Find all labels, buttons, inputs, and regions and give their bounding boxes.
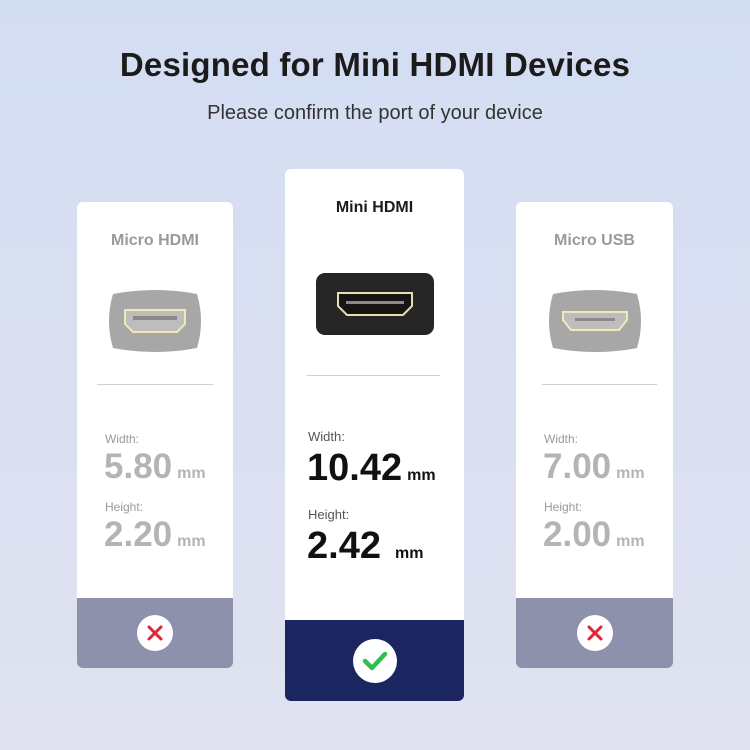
x-icon	[137, 615, 173, 651]
status-band	[285, 620, 464, 701]
card-micro-hdmi: Micro HDMI Width: 5.80 mm Height: 2.20 mm	[77, 202, 233, 668]
height-value: 2.20 mm	[104, 515, 206, 554]
height-label: Height:	[308, 507, 350, 522]
card-name: Micro USB	[554, 232, 635, 249]
width-value: 5.80 mm	[104, 447, 206, 486]
micro-usb-port-icon	[548, 290, 641, 352]
height-value: 2.00 mm	[543, 515, 645, 554]
x-icon	[576, 615, 613, 651]
card-name: Micro HDMI	[111, 232, 199, 249]
status-band	[516, 598, 673, 668]
width-label: Width:	[544, 432, 579, 446]
width-value: 10.42 mm	[307, 447, 436, 489]
width-label: Width:	[308, 429, 345, 444]
page-title: Designed for Mini HDMI Devices	[119, 46, 631, 83]
card-micro-usb: Micro USB Width: 7.00 mm Height: 2.00 mm	[516, 202, 673, 668]
check-icon	[352, 638, 397, 683]
page-subtitle: Please confirm the port of your device	[207, 102, 543, 124]
micro-hdmi-port-icon	[109, 290, 201, 352]
status-band	[77, 598, 233, 668]
height-label: Height:	[105, 500, 144, 514]
width-value: 7.00 mm	[543, 447, 645, 486]
height-value: 2.42 mm	[307, 525, 424, 567]
card-name: Mini HDMI	[335, 199, 414, 216]
width-label: Width:	[105, 432, 140, 446]
mini-hdmi-port-icon	[315, 273, 434, 335]
card-mini-hdmi: Mini HDMI Width: 10.42 mm Height: 2.42 mm	[285, 169, 464, 701]
height-label: Height:	[544, 500, 583, 514]
